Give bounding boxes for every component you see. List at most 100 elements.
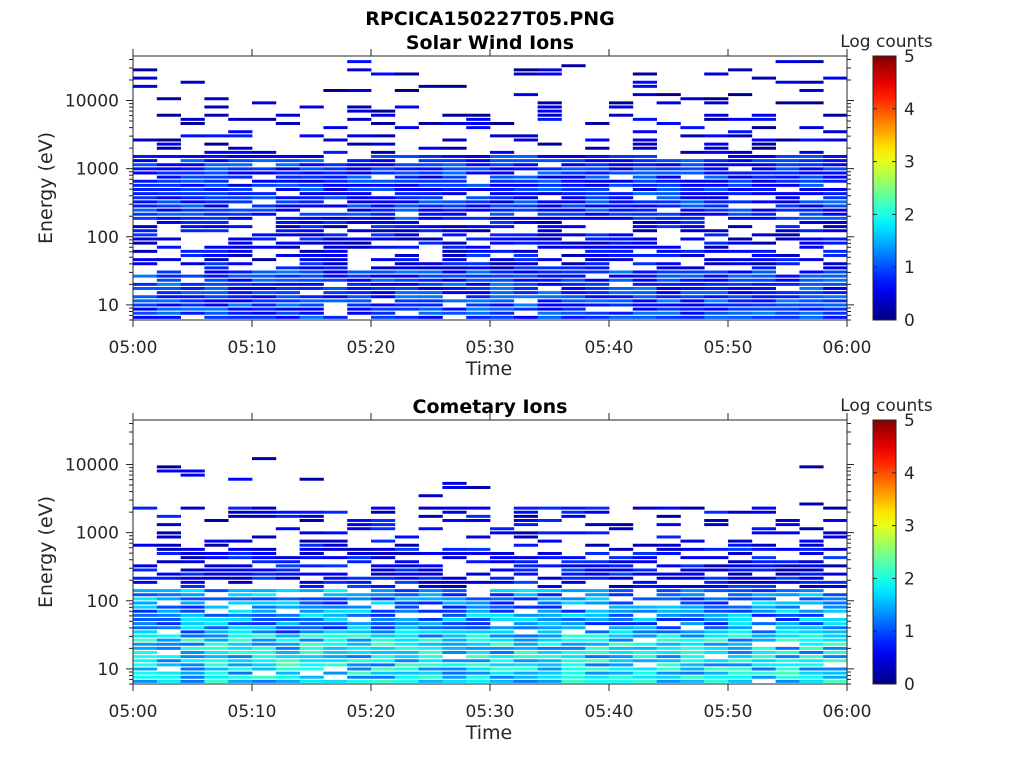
heatmap-cell bbox=[466, 630, 491, 634]
heatmap-cell bbox=[680, 221, 705, 224]
heatmap-cell bbox=[156, 303, 181, 307]
heatmap-cell bbox=[751, 671, 776, 675]
heatmap-cell bbox=[775, 679, 800, 683]
heatmap-cell bbox=[585, 560, 610, 564]
heatmap-cell bbox=[252, 613, 277, 617]
heatmap-cell bbox=[561, 295, 586, 299]
heatmap-cell bbox=[394, 580, 419, 584]
heatmap-cell bbox=[609, 589, 634, 593]
heatmap-cell bbox=[252, 510, 277, 514]
heatmap-cell bbox=[442, 282, 467, 286]
heatmap-cell bbox=[704, 167, 729, 171]
heatmap-cell bbox=[133, 679, 158, 683]
heatmap-cell bbox=[371, 204, 396, 208]
heatmap-cell bbox=[180, 651, 205, 654]
heatmap-cell bbox=[728, 237, 753, 241]
heatmap-cell bbox=[133, 568, 158, 572]
heatmap-cell bbox=[537, 609, 562, 613]
heatmap-cell bbox=[799, 282, 824, 286]
heatmap-cell bbox=[656, 613, 681, 617]
heatmap-cell bbox=[347, 278, 372, 282]
heatmap-cell bbox=[561, 659, 586, 663]
heatmap-cell bbox=[204, 175, 229, 179]
heatmap-cell bbox=[656, 270, 681, 274]
heatmap-cell bbox=[442, 113, 467, 117]
heatmap-cell bbox=[537, 142, 562, 146]
heatmap-cell bbox=[775, 307, 800, 311]
heatmap-cell bbox=[394, 72, 419, 76]
heatmap-cell bbox=[228, 307, 253, 311]
heatmap-cell bbox=[609, 622, 634, 626]
heatmap-cell bbox=[537, 237, 562, 241]
heatmap-cell bbox=[656, 585, 681, 588]
heatmap-cell bbox=[823, 295, 848, 299]
heatmap-cell bbox=[180, 589, 205, 593]
heatmap-cell bbox=[585, 311, 610, 315]
heatmap-cell bbox=[252, 270, 277, 274]
heatmap-cell bbox=[204, 564, 229, 568]
heatmap-cell bbox=[561, 282, 586, 286]
heatmap-cell bbox=[371, 675, 396, 679]
heatmap-cell bbox=[466, 311, 491, 315]
heatmap-cell bbox=[585, 179, 610, 183]
heatmap-cell bbox=[228, 216, 253, 220]
heatmap-cell bbox=[680, 622, 705, 626]
heatmap-cell bbox=[156, 138, 181, 142]
heatmap-cell bbox=[252, 556, 277, 560]
heatmap-cell bbox=[394, 679, 419, 683]
heatmap-cell bbox=[299, 179, 324, 183]
heatmap-cell bbox=[299, 659, 324, 663]
heatmap-cell bbox=[371, 274, 396, 278]
heatmap-cell bbox=[442, 659, 467, 663]
heatmap-cell bbox=[656, 225, 681, 229]
heatmap-cell bbox=[299, 675, 324, 679]
heatmap-cell bbox=[466, 609, 491, 613]
heatmap-cell bbox=[156, 659, 181, 663]
heatmap-cell bbox=[823, 237, 848, 241]
heatmap-cell bbox=[418, 84, 443, 88]
heatmap-cell bbox=[513, 249, 538, 253]
heatmap-cell bbox=[561, 307, 586, 311]
heatmap-cell bbox=[632, 262, 657, 266]
heatmap-cell bbox=[371, 155, 396, 158]
heatmap-cell bbox=[442, 311, 467, 315]
heatmap-cell bbox=[204, 519, 229, 522]
heatmap-cell bbox=[490, 212, 515, 216]
heatmap-cell bbox=[680, 97, 705, 101]
heatmap-cell bbox=[394, 634, 419, 638]
heatmap-cell bbox=[585, 638, 610, 642]
heatmap-cell bbox=[728, 200, 753, 204]
heatmap-cell bbox=[228, 146, 253, 150]
heatmap-cell bbox=[466, 642, 491, 646]
heatmap-cell bbox=[228, 192, 253, 196]
heatmap-cell bbox=[561, 216, 586, 220]
heatmap-cell bbox=[537, 200, 562, 204]
heatmap-cell bbox=[799, 287, 824, 290]
heatmap-cell bbox=[275, 576, 300, 580]
heatmap-cell bbox=[775, 659, 800, 663]
heatmap-cell bbox=[799, 593, 824, 597]
heatmap-cell bbox=[252, 299, 277, 303]
heatmap-cell bbox=[371, 196, 396, 200]
heatmap-cell bbox=[680, 651, 705, 654]
heatmap-cell bbox=[466, 315, 491, 319]
heatmap-cell bbox=[585, 568, 610, 572]
heatmap-cell bbox=[466, 547, 491, 551]
heatmap-cell bbox=[347, 523, 372, 527]
heatmap-cell bbox=[513, 270, 538, 274]
heatmap-cell bbox=[204, 543, 229, 547]
heatmap-cell bbox=[133, 200, 158, 204]
heatmap-cell bbox=[799, 155, 824, 158]
heatmap-cell bbox=[252, 568, 277, 572]
x-axis-label: Time bbox=[465, 358, 513, 380]
heatmap-cell bbox=[656, 646, 681, 650]
heatmap-cell bbox=[442, 163, 467, 167]
heatmap-cell bbox=[228, 237, 253, 241]
heatmap-cell bbox=[323, 126, 348, 130]
heatmap-cell bbox=[299, 626, 324, 630]
heatmap-cell bbox=[371, 295, 396, 299]
heatmap-cell bbox=[252, 457, 277, 461]
heatmap-cell bbox=[299, 188, 324, 191]
heatmap-cell bbox=[442, 585, 467, 588]
heatmap-cell bbox=[775, 560, 800, 564]
